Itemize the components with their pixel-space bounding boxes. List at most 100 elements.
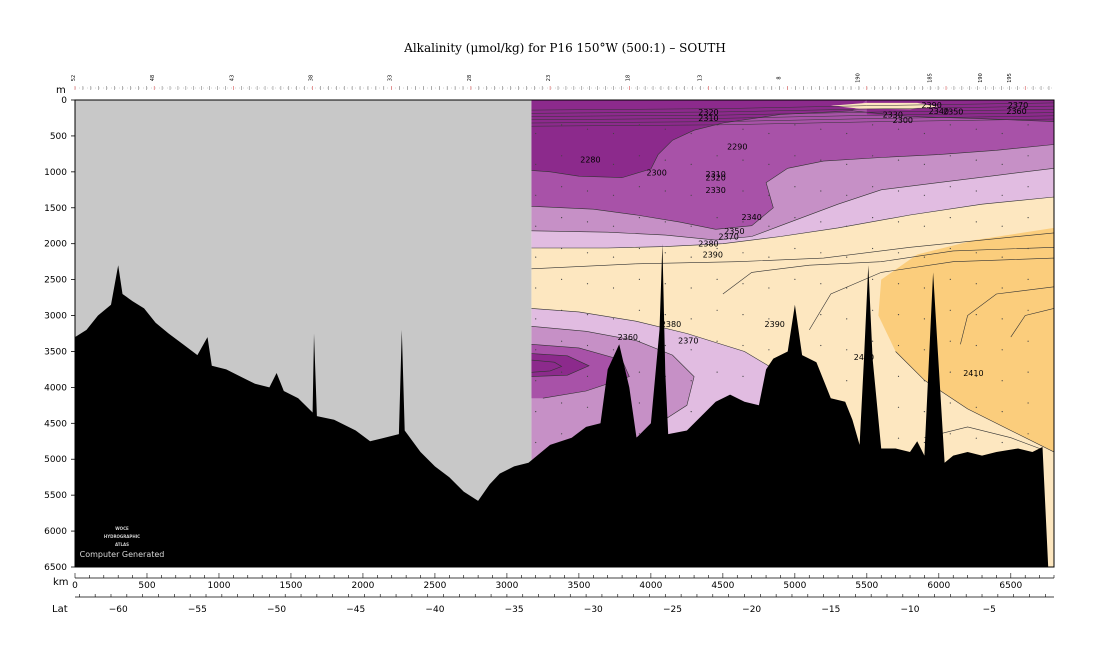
surface-contour-4 [531, 115, 1054, 124]
depth-axis: 0 500 1000 1500 2000 2500 3000 3500 4000 4500 5000… [44, 96, 75, 573]
sample-dot [1027, 433, 1029, 435]
sample-dot [561, 433, 563, 435]
sample-dot [820, 344, 822, 347]
sample-dot [897, 437, 900, 439]
sample-dot [690, 380, 692, 382]
contour-line-4 [531, 232, 1054, 270]
sample-dot [561, 186, 563, 188]
sample-dot [897, 344, 900, 347]
sample-dot [794, 186, 796, 188]
distance-tick-label: 4000 [639, 581, 662, 591]
station-label: 8 [776, 76, 782, 79]
latitude-tick-label: −40 [425, 605, 444, 615]
sample-dot [716, 247, 718, 250]
depth-tick-label: 4500 [44, 419, 67, 429]
sample-dot [1001, 441, 1003, 444]
sample-dot [1001, 256, 1003, 258]
sample-dot [923, 225, 926, 227]
contour-label: 2310 [705, 170, 725, 179]
sample-dot [586, 314, 589, 316]
sample-dot [897, 128, 900, 130]
latitude-tick-label: −55 [188, 605, 207, 615]
sample-dot [612, 194, 615, 196]
fill-surface-high [830, 102, 939, 110]
sample-dot [561, 402, 563, 404]
sample-dot [923, 256, 926, 258]
contour-label: 2400 [854, 353, 874, 362]
watermark-line-4: Computer Generated [80, 550, 165, 559]
sample-dot [846, 194, 848, 196]
surface-contour-2 [531, 109, 1054, 117]
surface-contour-3 [531, 112, 1054, 121]
sample-dot [638, 340, 641, 342]
sample-dot [820, 221, 822, 223]
sample-dot [1001, 132, 1003, 135]
sample-dot [949, 155, 951, 157]
sample-dot [690, 349, 692, 351]
sample-dot [820, 314, 822, 316]
contour-label: 2390 [703, 250, 723, 259]
station-label: 23 [546, 75, 552, 81]
fill-2260-2300-core [531, 100, 867, 178]
sample-dot [664, 159, 666, 161]
distance-tick-label: 3000 [495, 581, 518, 591]
sample-dot [561, 340, 563, 342]
sample-dot [690, 287, 692, 289]
station-label: 52 [71, 75, 77, 81]
sample-dot [897, 190, 900, 192]
sample-dot [897, 283, 900, 285]
sample-dot [664, 314, 666, 316]
latitude-tick-label: −60 [109, 605, 128, 615]
contour-line-13 [531, 359, 563, 373]
contour-line-3 [531, 110, 1054, 178]
contour-line-8 [1010, 308, 1054, 338]
depth-tick-label: 5000 [44, 455, 67, 465]
contour-line-6 [809, 257, 1054, 331]
sample-dot [820, 190, 822, 192]
sample-dot [846, 349, 848, 351]
sample-dot [561, 247, 563, 250]
sample-dot [586, 190, 589, 192]
sample-dot [561, 155, 563, 157]
contour-label: 2320 [705, 174, 725, 183]
sample-dot [638, 278, 641, 280]
contour-label: 2290 [727, 143, 747, 152]
sample-dot [638, 217, 641, 219]
sample-dot [949, 186, 951, 188]
sample-dot [846, 132, 848, 135]
contour-line-5 [722, 247, 1054, 295]
fill-2405-2420 [878, 227, 1054, 452]
contour-label: 2360 [1006, 107, 1026, 116]
sample-dot [664, 190, 666, 192]
sample-dot [923, 349, 926, 351]
sample-dot [923, 132, 926, 135]
sample-dot [664, 283, 666, 285]
distance-tick-label: 0 [72, 581, 78, 591]
station-label: 28 [467, 75, 473, 81]
contour-line-7 [960, 286, 1054, 345]
sample-dot [768, 287, 770, 289]
contour-label: 2320 [698, 108, 718, 117]
sample-dot [923, 380, 926, 382]
sample-dot [975, 190, 977, 192]
distance-tick-label: 6500 [999, 581, 1022, 591]
sample-dot [638, 247, 641, 250]
contour-label: 2340 [741, 213, 761, 222]
sample-dot [1027, 402, 1029, 404]
sample-dot [612, 287, 615, 289]
sample-dot [612, 349, 615, 351]
sample-dot [872, 217, 874, 219]
contour-line-0 [531, 196, 1054, 249]
sample-dot [535, 349, 537, 351]
sample-dot [664, 221, 666, 223]
sample-dot [846, 256, 848, 258]
sample-dot [742, 344, 744, 347]
station-label: 48 [150, 75, 156, 81]
contour-label: 2410 [963, 369, 983, 378]
latitude-tick-label: −35 [505, 605, 524, 615]
sample-dot [1001, 287, 1003, 289]
sample-dot [742, 190, 744, 192]
sample-dot [535, 287, 537, 289]
sample-dot [612, 163, 615, 165]
